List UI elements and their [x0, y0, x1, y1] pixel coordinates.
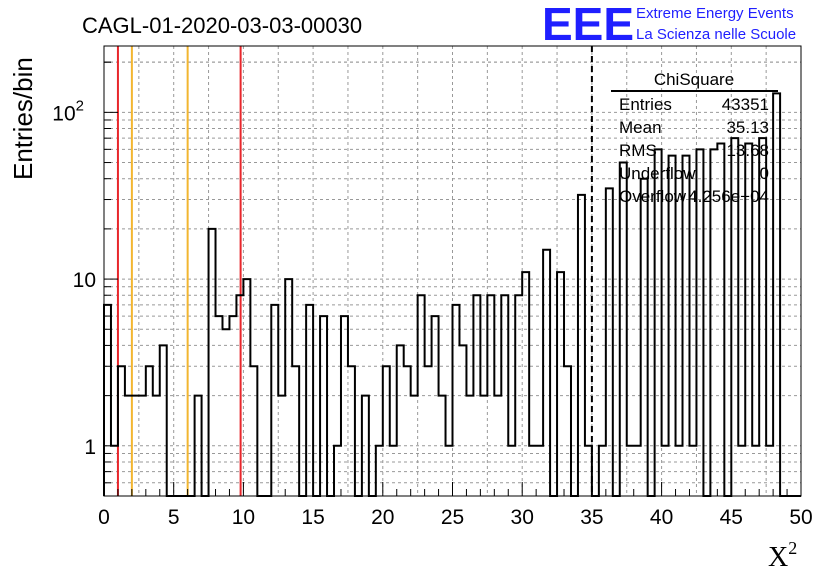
y-tick-label-sup: 2 — [76, 97, 84, 114]
stats-rows: Entries 43351 Mean 35.13 RMS 13.68 Underflow 0 O… — [619, 95, 769, 206]
stats-value: 0 — [760, 164, 769, 183]
stats-box: ChiSquare Entries 43351 Mean 35.13 RMS 13.68 U… — [611, 70, 778, 206]
x-tick-label: 10 — [232, 506, 255, 529]
x-tick-label: 40 — [650, 506, 673, 529]
x-ticks: 0 5 10 15 20 25 30 35 40 45 50 — [98, 482, 813, 529]
stats-label: Mean — [619, 118, 662, 137]
chart-title: CAGL-01-2020-03-03-00030 — [82, 13, 362, 38]
y-tick-label: 1 — [84, 436, 96, 459]
stats-value: 43351 — [722, 95, 769, 114]
logo-line-2: La Scienza nelle Scuole — [636, 26, 796, 43]
logo-mark: EEE — [542, 0, 634, 50]
x-tick-label: 35 — [580, 506, 603, 529]
y-tick-label-base: 10 — [52, 102, 75, 125]
x-tick-label: 20 — [371, 506, 394, 529]
y-tick-label-base: 10 — [73, 269, 96, 292]
logo-line-1: Extreme Energy Events — [636, 5, 794, 22]
x-axis-label-base: X — [768, 542, 788, 572]
markers — [116, 46, 242, 496]
y-axis-label: Entries/bin — [8, 57, 38, 180]
x-tick-label: 25 — [441, 506, 464, 529]
x-tick-label: 5 — [168, 506, 180, 529]
stats-label: Overflow — [619, 187, 687, 206]
x-tick-label: 15 — [301, 506, 324, 529]
stats-label: Underflow — [619, 164, 696, 183]
x-tick-label: 45 — [720, 506, 743, 529]
x-tick-label: 30 — [511, 506, 534, 529]
stats-value: 35.13 — [726, 118, 769, 137]
stats-value: 13.68 — [726, 141, 769, 160]
y-tick-label: 102 — [52, 97, 84, 125]
stats-label: RMS — [619, 141, 657, 160]
stats-title: ChiSquare — [654, 70, 734, 89]
y-tick-label-base: 1 — [84, 436, 96, 459]
x-axis-label-sup: 2 — [788, 538, 797, 558]
y-tick-label: 10 — [73, 269, 96, 292]
stats-value: 4.256e+04 — [688, 187, 769, 206]
x-axis-label: X2 — [768, 538, 797, 572]
histogram-line — [103, 92, 801, 497]
eee-logo: EEE Extreme Energy Events La Scienza nel… — [542, 0, 796, 50]
x-tick-label: 50 — [789, 506, 812, 529]
stats-label: Entries — [619, 95, 672, 114]
x-tick-label: 0 — [98, 506, 110, 529]
